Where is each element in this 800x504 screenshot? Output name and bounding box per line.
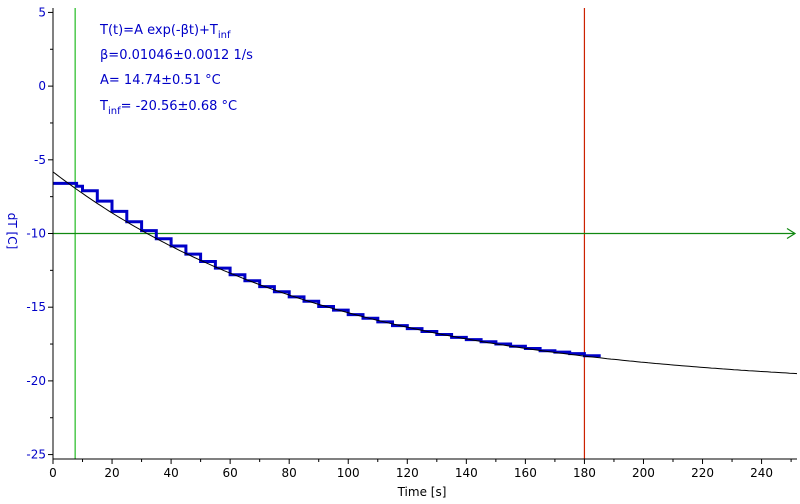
x-tick-layer: 0 20 40 60 80 100 120 140 160 180 200 220 240 [49, 459, 792, 480]
fit-tinf-rest: = -20.56±0.68 °C [121, 99, 237, 114]
fit-curve [52, 171, 798, 375]
fit-tinf-main: T [99, 99, 108, 114]
x-tick-label: 40 [163, 466, 178, 480]
x-tick-label: 60 [223, 466, 238, 480]
y-tick-layer: 5 0 -5 -10 -15 -20 -25 [26, 5, 53, 462]
y-tick-label: -10 [26, 227, 46, 241]
x-tick-label: 120 [396, 466, 419, 480]
x-tick-label: 220 [691, 466, 714, 480]
y-tick-label: -15 [26, 300, 46, 314]
x-axis-label: Time [s] [397, 485, 447, 499]
x-tick-label: 160 [514, 466, 537, 480]
y-tick-label: -5 [34, 153, 46, 167]
y-tick-label: 5 [38, 5, 46, 19]
x-tick-label: 0 [49, 466, 57, 480]
x-tick-label: 100 [337, 466, 360, 480]
fit-tinf-sub: inf [108, 106, 121, 117]
y-tick-label: 0 [38, 79, 46, 93]
x-tick-label: 180 [573, 466, 596, 480]
fit-formula: T(t)=A exp(-βt)+Tinf [99, 23, 231, 41]
fit-layer [52, 171, 798, 375]
x-tick-label: 80 [282, 466, 297, 480]
x-tick-label: 240 [750, 466, 773, 480]
data-series-line [53, 181, 601, 358]
y-axis-label: dT [C] [5, 213, 19, 250]
fit-formula-main: T(t)=A exp(-βt)+T [99, 23, 218, 38]
fit-a: A= 14.74±0.51 °C [100, 73, 221, 88]
fit-annotation: T(t)=A exp(-βt)+Tinf β=0.01046±0.0012 1/… [99, 23, 253, 117]
y-tick-label: -20 [26, 374, 46, 388]
x-tick-label: 140 [455, 466, 478, 480]
y-cursor-arrow [786, 227, 797, 240]
fit-tinf: Tinf= -20.56±0.68 °C [99, 99, 237, 117]
x-tick-label: 200 [632, 466, 655, 480]
y-tick-label: -25 [26, 448, 46, 462]
fit-beta: β=0.01046±0.0012 1/s [100, 48, 253, 63]
fit-formula-sub: inf [218, 30, 231, 41]
x-tick-label: 20 [104, 466, 119, 480]
series-layer [53, 181, 601, 358]
cursor-layer [53, 8, 797, 459]
